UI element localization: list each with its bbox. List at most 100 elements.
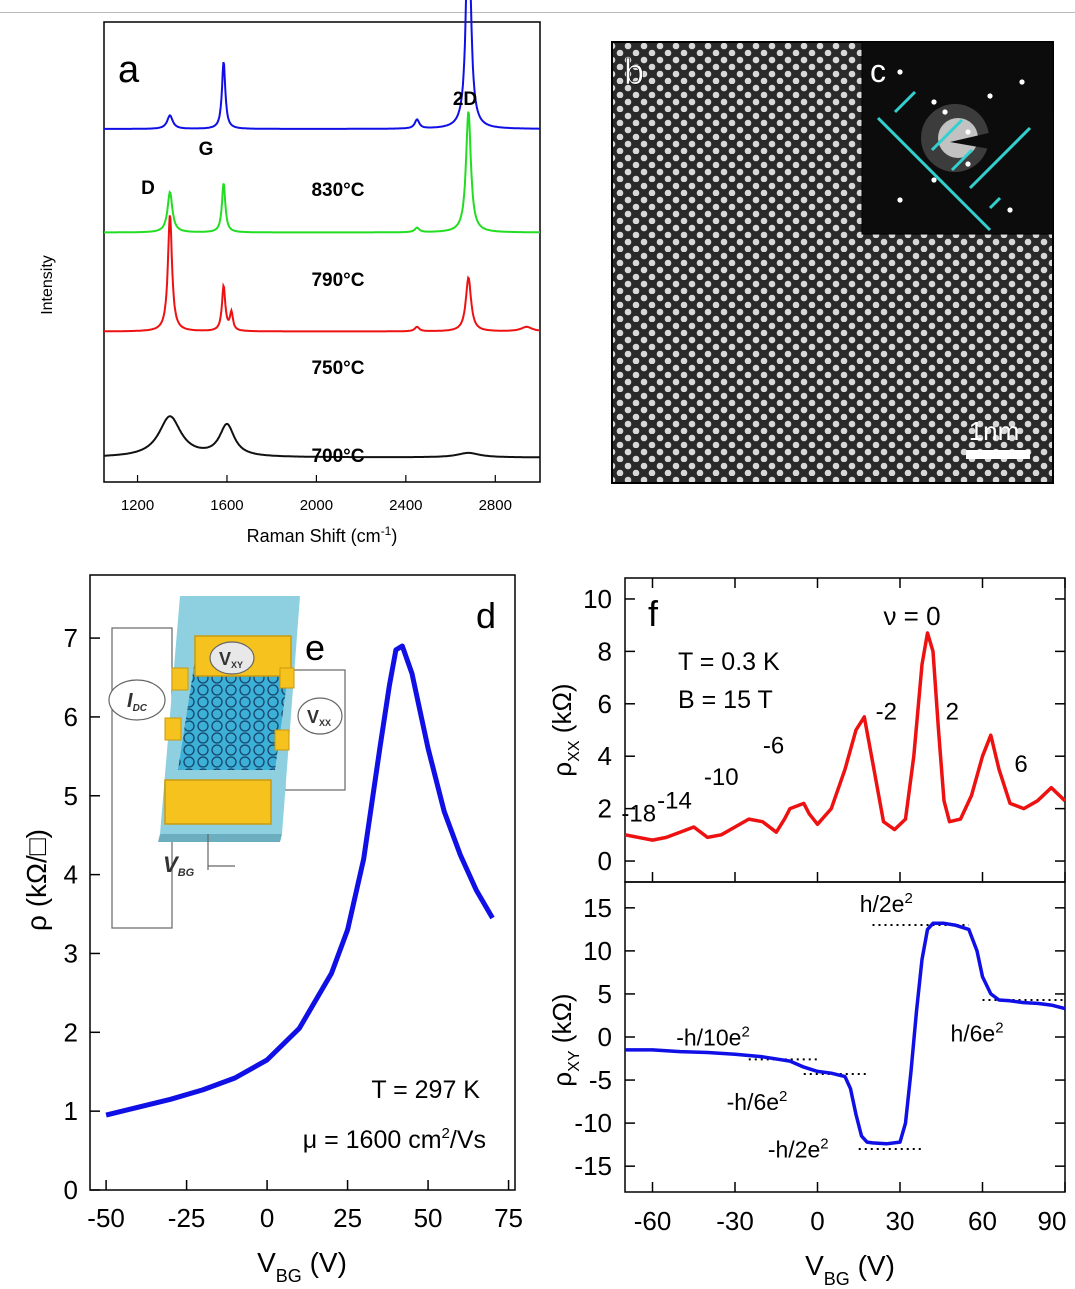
raman-x-tick-label: 2400 [389,497,422,514]
diffraction-spot [931,99,937,105]
rxy-y-tick-label: 0 [598,1022,612,1052]
raman-series-0 [104,0,540,130]
peak-label-d: D [141,178,155,199]
resistivity-plot-frame [89,574,516,1191]
f-x-tick-label: 0 [810,1206,824,1236]
diffraction-spot [897,69,903,75]
beam-stop [950,118,1053,160]
f-x-tick-label: -60 [634,1206,672,1236]
d-x-tick-label: -50 [87,1203,125,1233]
series-label-700: 700°C [311,446,364,467]
series-label-790: 790°C [311,270,364,291]
rxy-y-tick-label: -10 [574,1108,612,1138]
raman-x-tick-label: 1600 [210,497,243,514]
vxy-label: VXY [219,649,243,670]
filling-factor-label: 2 [946,699,959,726]
plateau-label: h/2e2 [860,890,913,917]
quantum-hall-panel: 0 2 4 6 8 10 15 10 5 0 -5 -10 -15 -60 -30 0 30 60 90 f T =… [547,577,1067,1289]
raman-plot-frame [103,21,541,483]
raman-x-tick-label: 2800 [479,497,512,514]
f-annotation-field: B = 15 T [678,686,773,714]
diffraction-tick-3 [950,148,974,172]
f-x-tick-label: 30 [886,1206,915,1236]
nu-zero-label: ν = 0 [883,601,940,631]
d-y-axis-label: ρ (kΩ/□) [21,829,52,931]
panel-label-f: f [648,593,659,634]
vxx-meter-circle [297,697,343,735]
graphene-sheet [178,660,290,770]
raman-series-2 [104,215,541,333]
contact-right-lower [274,729,290,751]
rxx-y-tick-label: 8 [598,636,612,666]
diffraction-line [876,116,992,232]
resistivity-panel: -50 -25 0 25 50 75 0 1 2 3 4 5 6 7 d T = 297 K μ = 16… [21,574,523,1286]
panel-label-b: b [624,51,644,92]
d-x-tick-label: 0 [260,1203,274,1233]
rxy-y-tick-label: 5 [598,979,612,1009]
d-y-tick-label: 6 [64,702,78,732]
raman-y-axis-label: Intensity [39,255,56,315]
f-x-axis-label: VBG (V) [805,1250,895,1289]
d-y-tick-label: 7 [64,623,78,653]
plateau-label: -h/2e2 [768,1136,829,1163]
diffraction-center-glow [938,118,978,158]
device-schematic: IDC VXY VXX VBG e [108,596,346,929]
top-border [0,0,1075,13]
rxy-curve [625,921,1066,1146]
scale-bar-label: 1nm [969,416,1020,446]
diffraction-spot [1019,79,1025,85]
peak-label-g: G [199,139,214,160]
device-substrate-side [158,834,282,842]
filling-factor-label: -18 [621,801,656,828]
d-x-tick-label: 75 [494,1203,523,1233]
filling-factor-label: -2 [876,699,897,726]
panel-label-c: c [870,53,886,89]
diffraction-tick-1 [893,90,917,114]
vxx-label: VXX [307,707,331,728]
resistivity-curve [105,643,495,1118]
rxx-plot-frame [624,577,1066,883]
series-label-830: 830°C [311,180,364,201]
wire-idc-loop [111,627,173,929]
rxx-y-tick-label: 0 [598,846,612,876]
d-x-tick-label: 25 [333,1203,362,1233]
rxy-y-tick-label: -5 [589,1065,612,1095]
idc-source-circle [108,679,166,721]
raman-series-3 [104,415,540,459]
vbg-label: VBG [163,852,195,879]
rxx-y-tick-label: 10 [583,584,612,614]
peak-label-2d: 2D [453,89,477,110]
diffraction-tick-5 [988,196,1002,210]
rxx-curve [624,631,1067,842]
d-x-tick-label: -25 [168,1203,206,1233]
d-y-tick-label: 2 [64,1017,78,1047]
d-annotation-mobility: μ = 1600 cm2/Vs [303,1125,486,1154]
d-y-tick-label: 0 [64,1175,78,1205]
diffraction-spot [987,93,993,99]
diffraction-tick-2 [930,118,964,152]
diffraction-spot [965,161,971,167]
d-x-tick-label: 50 [414,1203,443,1233]
filling-factor-label: -14 [657,788,692,815]
raman-panel: a 1200 1600 2000 2400 2800 Raman Shift (cm-1… [39,0,541,546]
contact-left-upper [171,667,189,691]
f-x-tick-label: -30 [716,1206,754,1236]
diffraction-halo [921,104,989,172]
rxy-y-tick-label: 15 [583,893,612,923]
rxx-y-tick-label: 6 [598,689,612,719]
tem-panel: b c 1nm [611,41,1054,484]
panel-label-e: e [305,627,325,668]
f-annotation-temperature: T = 0.3 K [678,648,780,676]
diffraction-spot [897,197,903,203]
panel-label-a: a [118,49,140,91]
plateau-label: -h/10e2 [676,1024,750,1051]
rxy-y-axis-label: ρXY (kΩ) [547,993,583,1086]
diffraction-spot [1007,207,1013,213]
raman-x-axis-label: Raman Shift (cm-1) [247,524,398,546]
diffraction-spot [965,129,971,135]
plateau-label: -h/6e2 [727,1088,788,1115]
diffraction-spot [931,177,937,183]
panel-label-d: d [476,595,496,636]
d-y-tick-label: 4 [64,860,78,890]
d-x-axis-label: VBG (V) [257,1247,347,1286]
